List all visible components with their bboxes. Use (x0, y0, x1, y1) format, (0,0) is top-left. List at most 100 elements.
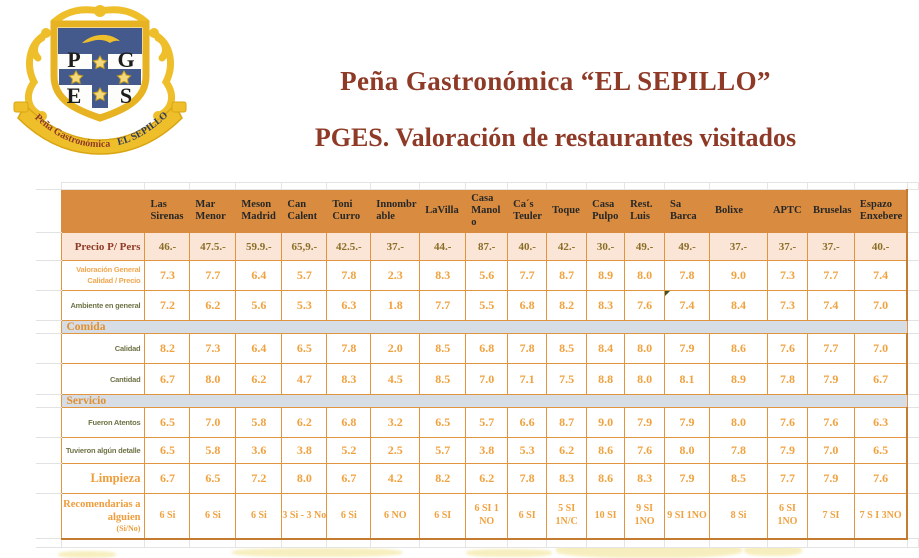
score-cell[interactable]: 6.7 (144, 363, 191, 395)
score-cell[interactable]: 6 SI (419, 493, 467, 540)
score-cell[interactable]: 3.8 (281, 437, 328, 464)
row-label[interactable]: Calidad (61, 333, 146, 364)
price-cell[interactable]: 87.- (465, 232, 509, 261)
score-cell[interactable]: 7 S I 3NO (853, 493, 909, 540)
score-cell[interactable]: 8.5 (419, 363, 467, 395)
score-cell[interactable]: 6.5 (419, 407, 467, 438)
score-cell[interactable]: 8.5 (709, 463, 768, 494)
score-cell[interactable]: 6.7 (853, 363, 909, 395)
score-cell[interactable]: 5.6 (235, 290, 283, 321)
corner-cell[interactable] (61, 189, 146, 233)
score-cell[interactable]: 6.7 (144, 463, 191, 494)
row-label[interactable]: Fueron Atentos (61, 407, 146, 438)
price-cell[interactable]: 37.- (766, 232, 808, 261)
row-label[interactable]: Recomendarias a alguien (Si/No) (61, 493, 146, 540)
score-cell[interactable]: 8.2 (419, 463, 467, 494)
restaurant-header[interactable]: Can Calent (281, 189, 328, 233)
score-cell[interactable]: 8.8 (586, 363, 626, 395)
score-cell[interactable]: 3 Si - 3 No (281, 493, 328, 540)
score-cell[interactable]: 6.2 (189, 290, 237, 321)
score-cell[interactable]: 5.7 (465, 407, 509, 438)
score-cell[interactable]: 8.7 (546, 260, 588, 291)
score-cell[interactable]: 6.5 (281, 333, 328, 364)
score-cell[interactable]: 7.9 (664, 333, 711, 364)
score-cell[interactable]: 2.5 (370, 437, 421, 464)
score-cell[interactable]: 7.9 (624, 407, 666, 438)
score-cell[interactable]: 6 NO (370, 493, 421, 540)
score-cell[interactable]: 7.7 (806, 260, 855, 291)
price-cell[interactable]: 47.5.- (189, 232, 237, 261)
score-cell[interactable]: 7.9 (664, 463, 711, 494)
score-cell[interactable]: 7.8 (709, 437, 768, 464)
score-cell[interactable]: 7.6 (853, 463, 909, 494)
score-cell[interactable]: 6.8 (326, 407, 372, 438)
score-cell[interactable]: 8.6 (709, 333, 768, 364)
score-cell[interactable]: 7.0 (853, 333, 909, 364)
score-cell[interactable]: 8.5 (419, 333, 467, 364)
restaurant-header[interactable]: Casa Pulpo (586, 189, 626, 233)
score-cell[interactable]: 4.2 (370, 463, 421, 494)
score-cell[interactable]: 7.6 (624, 437, 666, 464)
restaurant-header[interactable]: Ca´s Teuler (507, 189, 548, 233)
score-cell[interactable]: 6.8 (465, 333, 509, 364)
score-cell[interactable]: 6 Si (189, 493, 237, 540)
score-cell[interactable]: 7.7 (766, 463, 808, 494)
score-cell[interactable]: 6.5 (853, 437, 909, 464)
price-cell[interactable]: 30.- (586, 232, 626, 261)
restaurant-header[interactable]: Bruselas (806, 189, 855, 233)
score-cell[interactable]: 6 Si (144, 493, 191, 540)
score-cell[interactable]: 7.6 (766, 407, 808, 438)
score-cell[interactable]: 6 Si (326, 493, 372, 540)
score-cell[interactable]: 8.4 (709, 290, 768, 321)
score-cell[interactable]: 8.0 (281, 463, 328, 494)
score-cell[interactable]: 6.5 (144, 407, 191, 438)
score-cell[interactable]: 6.2 (546, 437, 588, 464)
score-cell[interactable]: 8.3 (419, 260, 467, 291)
score-cell[interactable]: 8.3 (546, 463, 588, 494)
score-cell[interactable]: 7.7 (806, 333, 855, 364)
score-cell[interactable]: 8.3 (586, 290, 626, 321)
price-cell[interactable]: 46.- (144, 232, 191, 261)
score-cell[interactable]: 8.0 (709, 407, 768, 438)
score-cell[interactable]: 8.9 (586, 260, 626, 291)
score-cell[interactable]: 8.0 (624, 363, 666, 395)
score-cell[interactable]: 7.2 (144, 290, 191, 321)
score-cell[interactable]: 3.6 (235, 437, 283, 464)
score-cell[interactable]: 8.2 (144, 333, 191, 364)
score-cell[interactable]: 8.0 (624, 260, 666, 291)
price-cell[interactable]: 37.- (370, 232, 421, 261)
restaurant-header[interactable]: Mar Menor (189, 189, 237, 233)
score-cell[interactable]: 8.0 (664, 437, 711, 464)
restaurant-header[interactable]: Espazo Enxebere (853, 189, 909, 233)
section-header[interactable]: Comida (61, 320, 908, 334)
score-cell[interactable]: 6.2 (281, 407, 328, 438)
price-cell[interactable]: 59.9.- (235, 232, 283, 261)
score-cell[interactable]: 3.2 (370, 407, 421, 438)
score-cell[interactable]: 8.6 (586, 437, 626, 464)
score-cell[interactable]: 7.8 (507, 333, 548, 364)
restaurant-header[interactable]: Innombrable (370, 189, 421, 233)
score-cell[interactable]: 5.8 (189, 437, 237, 464)
score-cell[interactable]: 5.5 (465, 290, 509, 321)
price-cell[interactable]: 40.- (853, 232, 909, 261)
restaurant-header[interactable]: Toque (546, 189, 588, 233)
score-cell[interactable]: 8.0 (624, 333, 666, 364)
score-cell[interactable]: 8.9 (709, 363, 768, 395)
score-cell[interactable]: 7.0 (465, 363, 509, 395)
score-cell[interactable]: 7.4 (664, 290, 711, 321)
price-cell[interactable]: 42.- (546, 232, 588, 261)
score-cell[interactable]: 7.9 (806, 463, 855, 494)
score-cell[interactable]: 7.9 (664, 407, 711, 438)
score-cell[interactable]: 5.7 (281, 260, 328, 291)
restaurant-header[interactable]: Sa Barca (664, 189, 711, 233)
score-cell[interactable]: 7.3 (766, 260, 808, 291)
score-cell[interactable]: 7.0 (189, 407, 237, 438)
score-cell[interactable]: 10 SI (586, 493, 626, 540)
score-cell[interactable]: 7.3 (189, 333, 237, 364)
score-cell[interactable]: 5.3 (281, 290, 328, 321)
score-cell[interactable]: 7.7 (189, 260, 237, 291)
score-cell[interactable]: 2.0 (370, 333, 421, 364)
score-cell[interactable]: 6.5 (189, 463, 237, 494)
score-cell[interactable]: 1.8 (370, 290, 421, 321)
score-cell[interactable]: 6 SI 1NO (766, 493, 808, 540)
